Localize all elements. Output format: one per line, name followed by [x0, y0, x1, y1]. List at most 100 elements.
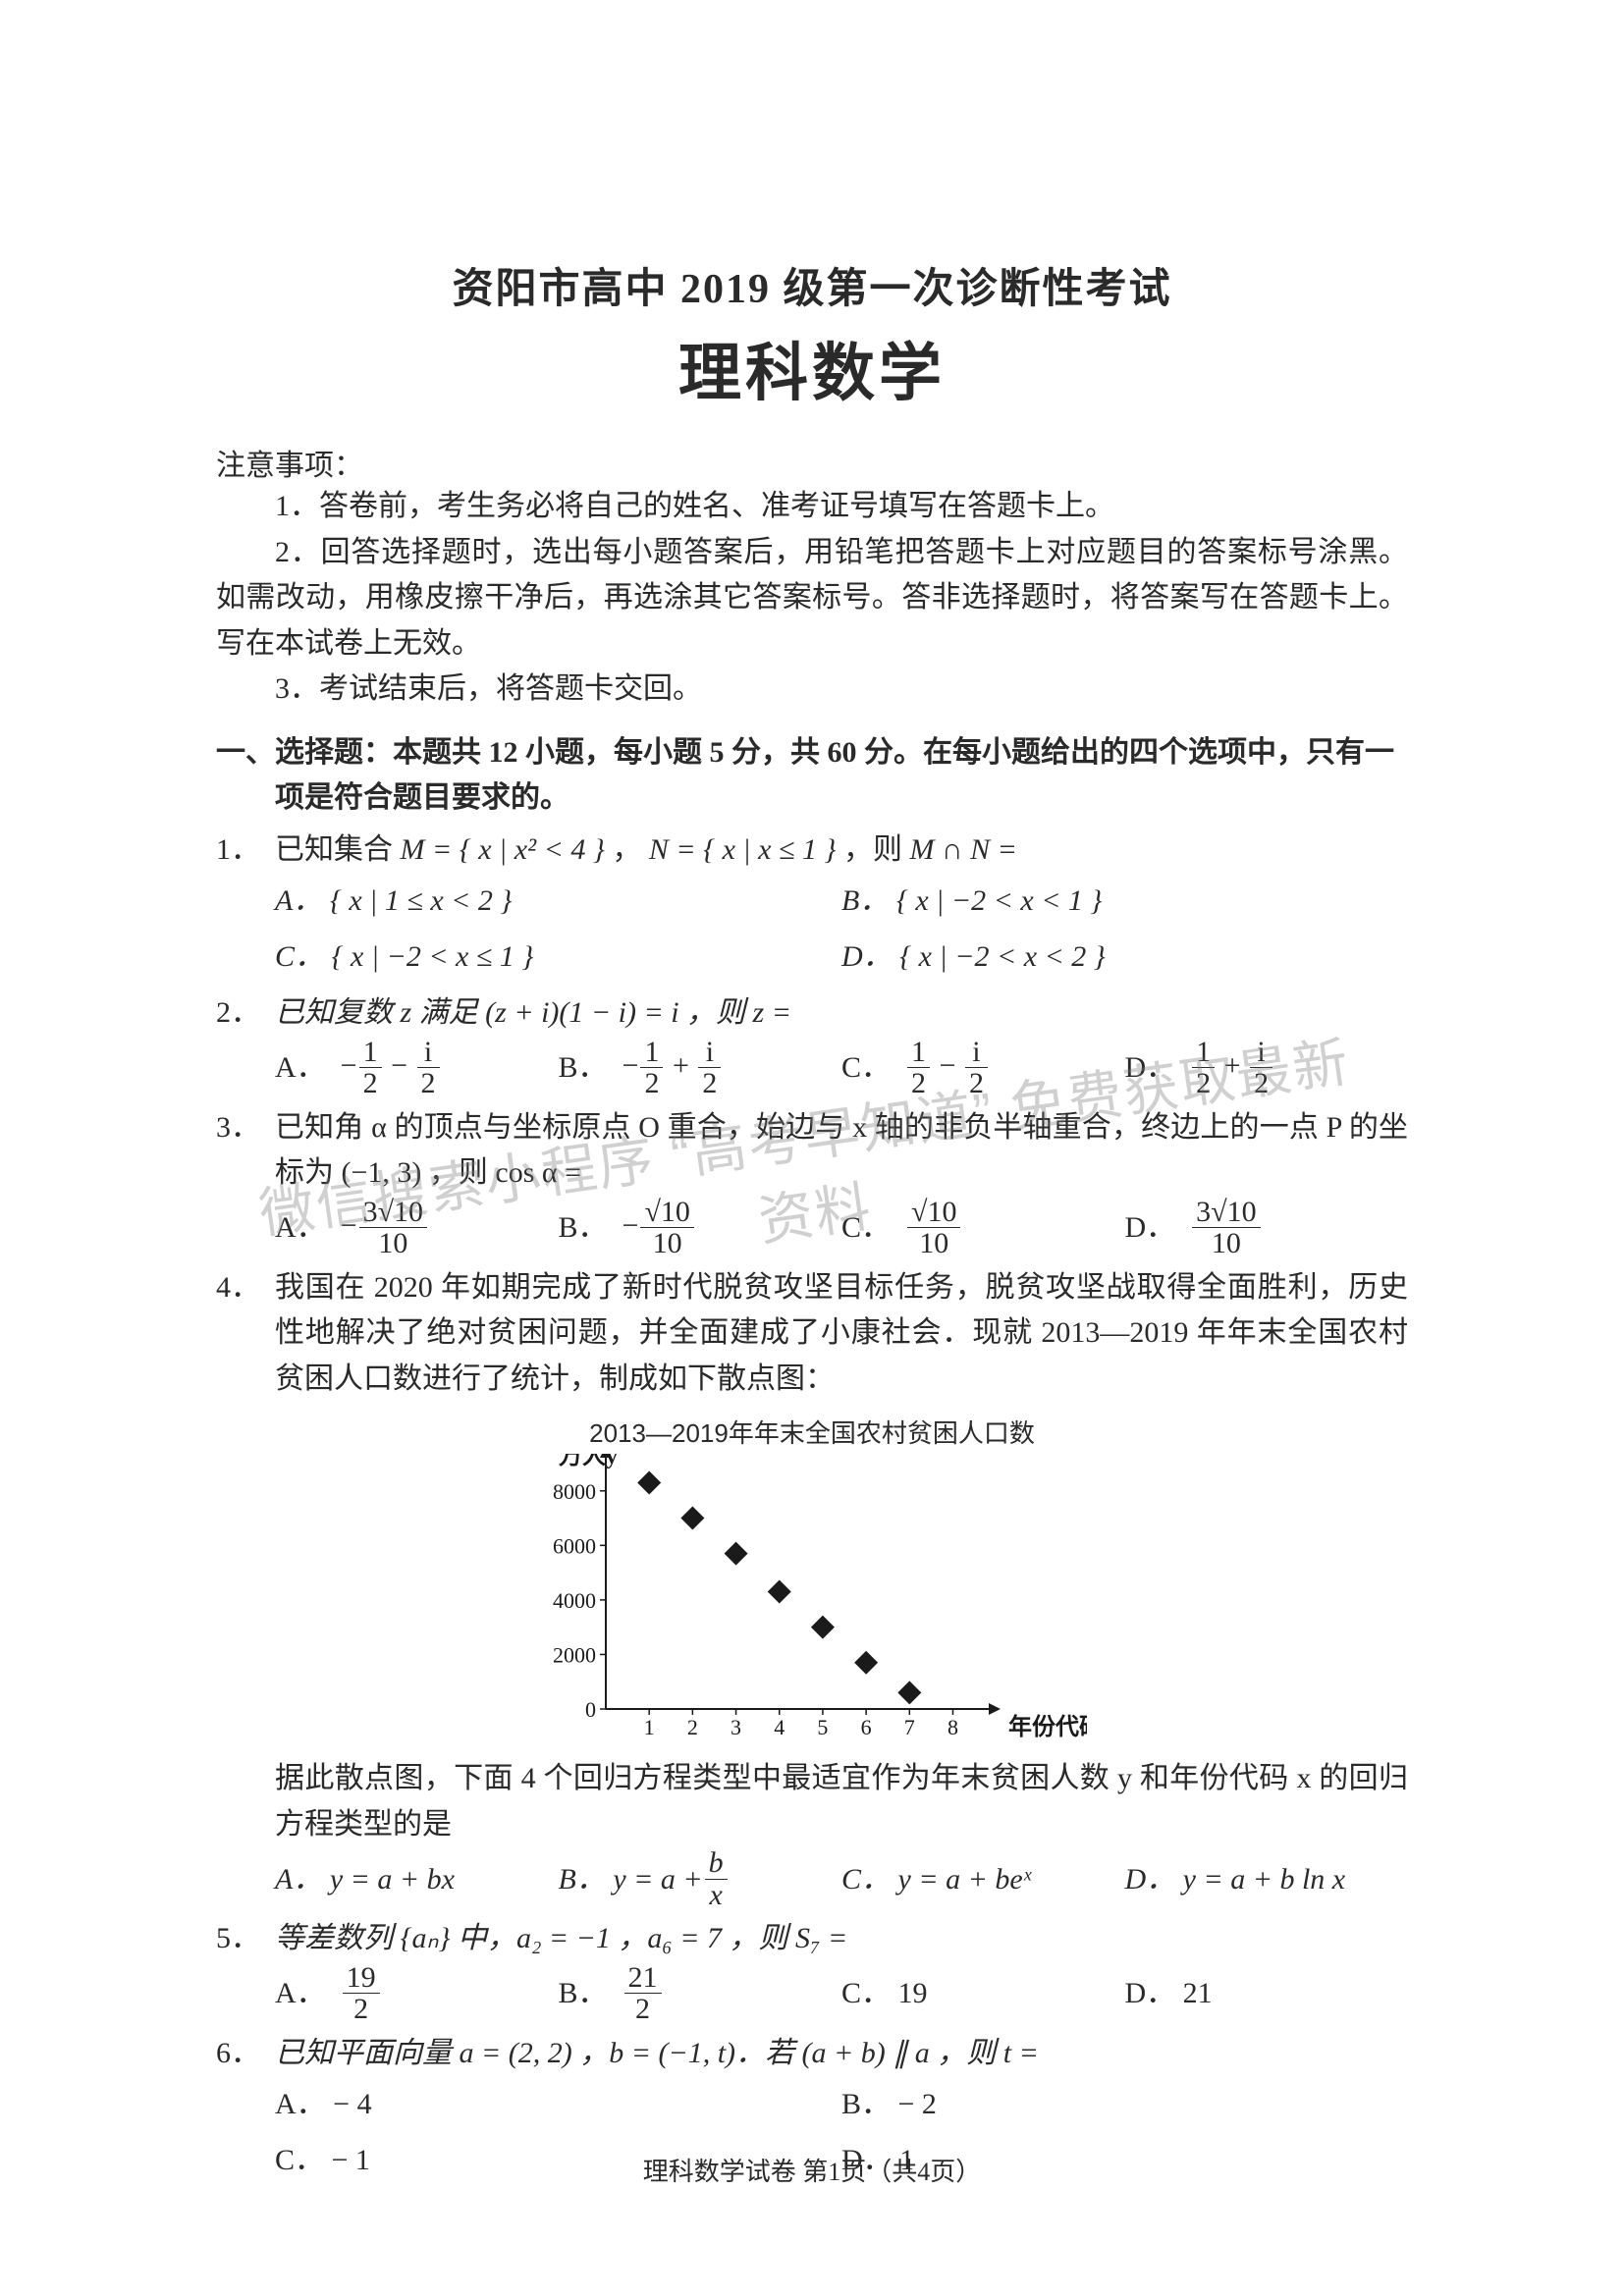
- svg-text:2000: 2000: [553, 1642, 596, 1667]
- page-title-line1: 资阳市高中 2019 级第一次诊断性考试: [216, 255, 1408, 315]
- question-3: 3． 已知角 α 的顶点与坐标原点 O 重合，始边与 x 轴的非负半轴重合，终边…: [216, 1105, 1408, 1197]
- q3-opt-c: C． √1010: [841, 1197, 1125, 1259]
- q5-opt-a-label: A．: [275, 1965, 326, 2021]
- q5-opt-b-label: B．: [559, 1965, 608, 2021]
- scatter-chart: 2013—2019年年末全国农村贫困人口数 1 2 3 4 5 6 7 8 0 2000 4000 6…: [216, 1414, 1408, 1748]
- q1-opt-b: B． { x | −2 < x < 1 }: [841, 873, 1408, 929]
- notice-item-2: 2．回答选择题时，选出每小题答案后，用铅笔把答题卡上对应题目的答案标号涂黑。如需…: [216, 530, 1408, 667]
- svg-text:8: 8: [947, 1715, 958, 1739]
- question-3-number: 3．: [216, 1105, 275, 1197]
- question-3-options: A． −3√1010 B． −√1010 C． √1010 D． 3√1010: [275, 1197, 1408, 1259]
- q3-opt-b: B． −√1010: [559, 1197, 842, 1259]
- q3-opt-d: D． 3√1010: [1125, 1197, 1409, 1259]
- question-1: 1． 已知集合 M = { x | x² < 4 } ， N = { x | x…: [216, 828, 1408, 874]
- q2-opt-c-expr: 12 − i2: [905, 1037, 990, 1099]
- q2-opt-c-label: C．: [841, 1040, 891, 1095]
- svg-text:1: 1: [644, 1715, 655, 1739]
- q3-opt-a-expr: −3√1010: [341, 1197, 429, 1259]
- svg-text:4: 4: [774, 1715, 785, 1739]
- section-1-heading: 一、选择题：本题共 12 小题，每小题 5 分，共 60 分。在每小题给出的四个…: [275, 730, 1408, 822]
- question-5-options: A． 192 B． 212 C． 19 D． 21: [275, 1962, 1408, 2025]
- q1-opt-d: D． { x | −2 < x < 2 }: [841, 929, 1408, 985]
- q5-opt-a-frac: 192: [343, 1962, 380, 2025]
- question-4-options: A． y = a + bx B． y = a + bx C． y = a + b…: [275, 1847, 1408, 1910]
- q2-opt-b-expr: −12 + i2: [623, 1037, 724, 1099]
- svg-text:2: 2: [687, 1715, 698, 1739]
- notice-heading: 注意事项：: [216, 441, 1408, 484]
- question-6: 6． 已知平面向量 a = (2, 2) ，b = (−1, t)．若 (a +…: [216, 2031, 1408, 2077]
- q2-opt-a: A． −12 − i2: [275, 1037, 559, 1099]
- question-5-stem: 等差数列 {aₙ} 中，a₂ = −1 ，a₆ = 7 ，则 S₇ =: [275, 1916, 1408, 1962]
- q5-opt-c: C． 19: [841, 1962, 1125, 2025]
- question-4-tail-text: 据此散点图，下面 4 个回归方程类型中最适宜作为年末贫困人数 y 和年份代码 x…: [275, 1756, 1408, 1847]
- q2-opt-b-label: B．: [559, 1040, 608, 1095]
- question-2: 2． 已知复数 z 满足 (z + i)(1 − i) = i ，则 z =: [216, 990, 1408, 1037]
- q4-opt-b: B． y = a + bx: [559, 1847, 842, 1910]
- question-2-options: A． −12 − i2 B． −12 + i2 C． 12 − i2 D． 12…: [275, 1037, 1408, 1099]
- question-6-stem: 已知平面向量 a = (2, 2) ，b = (−1, t)．若 (a + b)…: [275, 2031, 1408, 2077]
- svg-text:0: 0: [585, 1697, 596, 1722]
- q3-opt-d-label: D．: [1125, 1200, 1176, 1255]
- scatter-chart-title: 2013—2019年年末全国农村贫困人口数: [589, 1414, 1035, 1450]
- q2-opt-b: B． −12 + i2: [559, 1037, 842, 1099]
- q1-set-n: N = { x | x ≤ 1 }: [649, 833, 837, 866]
- q1-set-m: M = { x | x² < 4 }: [401, 833, 605, 866]
- svg-text:3: 3: [731, 1715, 741, 1739]
- question-4-number: 4．: [216, 1265, 275, 1403]
- q3-opt-a: A． −3√1010: [275, 1197, 559, 1259]
- question-4: 4． 我国在 2020 年如期完成了新时代脱贫攻坚目标任务，脱贫攻坚战取得全面胜…: [216, 1265, 1408, 1403]
- page-title-line2: 理科数学: [216, 323, 1408, 413]
- question-2-number: 2．: [216, 990, 275, 1037]
- svg-text:5: 5: [817, 1715, 828, 1739]
- q3-opt-b-expr: −√1010: [623, 1197, 696, 1259]
- question-1-number: 1．: [216, 828, 275, 874]
- svg-text:7: 7: [904, 1715, 915, 1739]
- page-footer: 理科数学试卷 第1页（共4页）: [0, 2152, 1624, 2188]
- svg-text:年份代码x: 年份代码x: [1008, 1713, 1087, 1740]
- q4-opt-a: A． y = a + bx: [275, 1847, 559, 1910]
- q2-opt-d: D． 12 + i2: [1125, 1037, 1409, 1099]
- question-2-stem: 已知复数 z 满足 (z + i)(1 − i) = i ，则 z =: [275, 990, 1408, 1037]
- q4-opt-b-label: B． y = a +: [559, 1851, 703, 1907]
- question-4-tail: 据此散点图，下面 4 个回归方程类型中最适宜作为年末贫困人数 y 和年份代码 x…: [216, 1756, 1408, 1847]
- q1-stem-b: ，则: [843, 833, 910, 866]
- q5-opt-b-frac: 212: [624, 1962, 662, 2025]
- question-5-number: 5．: [216, 1916, 275, 1962]
- q5-opt-a: A． 192: [275, 1962, 559, 2025]
- q3-opt-d-expr: 3√1010: [1190, 1197, 1262, 1259]
- q1-mn: M ∩ N =: [909, 833, 1016, 866]
- q1-opt-c: C． { x | −2 < x ≤ 1 }: [275, 929, 841, 985]
- q3-opt-b-label: B．: [559, 1200, 608, 1255]
- notice-item-1: 1．答卷前，考生务必将自己的姓名、准考证号填写在答题卡上。: [216, 484, 1408, 530]
- q4-opt-c: C． y = a + beˣ: [841, 1847, 1125, 1910]
- exam-page: 微信搜索小程序 “高考早知道” 免费获取最新资料 资阳市高中 2019 级第一次…: [0, 0, 1624, 2296]
- svg-text:4000: 4000: [553, 1588, 596, 1613]
- q4-opt-b-frac: bx: [705, 1847, 728, 1910]
- question-3-stem: 已知角 α 的顶点与坐标原点 O 重合，始边与 x 轴的非负半轴重合，终边上的一…: [275, 1105, 1408, 1197]
- svg-text:6: 6: [861, 1715, 872, 1739]
- svg-text:8000: 8000: [553, 1479, 596, 1504]
- q6-opt-a: A． − 4: [275, 2076, 841, 2132]
- q2-opt-a-expr: −12 − i2: [341, 1037, 442, 1099]
- q6-opt-b: B． − 2: [841, 2076, 1408, 2132]
- q3-opt-c-label: C．: [841, 1200, 891, 1255]
- q4-tail-spacer: [216, 1756, 275, 1847]
- q2-opt-d-expr: 12 + i2: [1190, 1037, 1274, 1099]
- notice-item-2-text: 2．回答选择题时，选出每小题答案后，用铅笔把答题卡上对应题目的答案标号涂黑。如需…: [216, 530, 1408, 667]
- q5-opt-b: B． 212: [559, 1962, 842, 2025]
- question-5: 5． 等差数列 {aₙ} 中，a₂ = −1 ，a₆ = 7 ，则 S₇ =: [216, 1916, 1408, 1962]
- question-6-number: 6．: [216, 2031, 275, 2077]
- question-1-options: A． { x | 1 ≤ x < 2 } B． { x | −2 < x < 1…: [275, 873, 1408, 985]
- notice-item-3: 3．考试结束后，将答题卡交回。: [216, 667, 1408, 713]
- svg-text:6000: 6000: [553, 1533, 596, 1558]
- q3-opt-c-expr: √1010: [905, 1197, 962, 1259]
- q2-opt-c: C． 12 − i2: [841, 1037, 1125, 1099]
- q1-opt-a: A． { x | 1 ≤ x < 2 }: [275, 873, 841, 929]
- q2-opt-a-label: A．: [275, 1040, 326, 1095]
- q1-stem-a: 已知集合: [275, 833, 401, 866]
- q2-opt-d-label: D．: [1125, 1040, 1176, 1095]
- scatter-chart-svg: 1 2 3 4 5 6 7 8 0 2000 4000 6000 8000 年份代码x 万人y: [537, 1454, 1087, 1748]
- svg-text:万人y: 万人y: [559, 1454, 618, 1469]
- q4-opt-d: D． y = a + b ln x: [1125, 1847, 1409, 1910]
- question-4-stem: 我国在 2020 年如期完成了新时代脱贫攻坚目标任务，脱贫攻坚战取得全面胜利，历…: [275, 1265, 1408, 1403]
